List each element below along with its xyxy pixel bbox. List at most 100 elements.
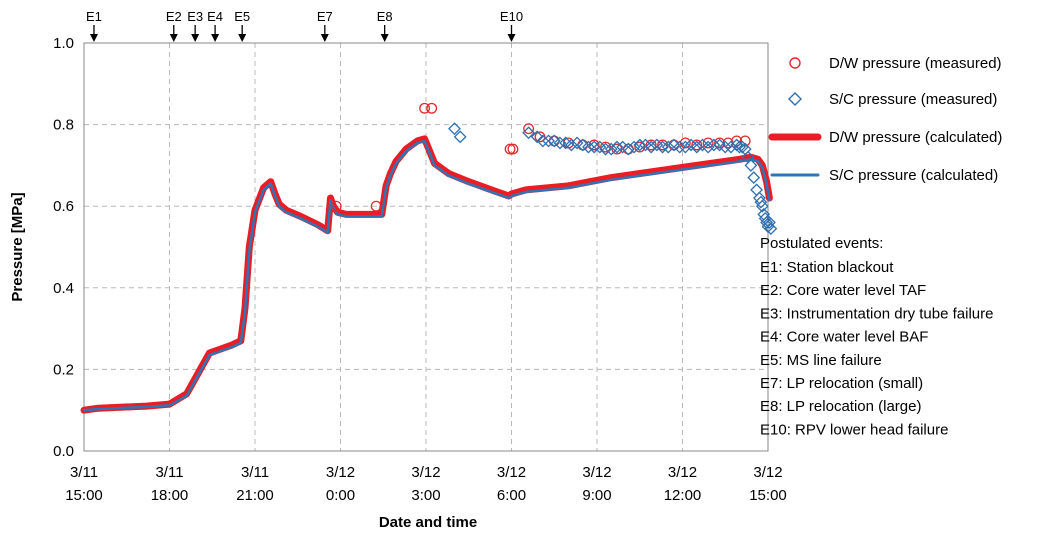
x-axis-title: Date and time xyxy=(379,514,477,531)
data-point-dw-measured xyxy=(419,102,431,114)
data-point-sc-measured xyxy=(754,195,768,209)
data-point-sc-measured xyxy=(690,140,704,154)
x-tick-label-time: 0:00 xyxy=(326,487,355,504)
calculated-series xyxy=(80,135,773,414)
data-point-dw-measured xyxy=(507,143,519,155)
data-point-dw-measured xyxy=(645,139,657,151)
y-axis-title: Pressure [MPa] xyxy=(9,192,26,301)
x-axis-ticks: 3/11 15:00 3/11 18:00 3/11 21:00 3/12 0:00 3/12 3… xyxy=(65,464,787,504)
y-tick-label: 0.6 xyxy=(53,198,74,215)
x-tick-label-time: 15:00 xyxy=(749,487,787,504)
data-point-sc-measured xyxy=(678,140,692,154)
data-point-sc-measured xyxy=(627,140,641,154)
data-point-sc-measured xyxy=(755,199,769,213)
event-marker-label: E4 xyxy=(207,9,223,24)
data-point-sc-measured xyxy=(610,140,624,154)
x-tick-label-time: 6:00 xyxy=(497,487,526,504)
event-marker-label: E7 xyxy=(317,9,333,24)
data-point-sc-measured xyxy=(661,140,675,154)
y-tick-label: 0.8 xyxy=(53,117,74,134)
x-tick-label-time: 12:00 xyxy=(664,487,702,504)
x-tick-label-time: 3:00 xyxy=(411,487,440,504)
data-point-sc-measured xyxy=(564,138,578,152)
event-marker-label: E10 xyxy=(500,9,523,24)
data-point-dw-measured xyxy=(370,200,382,212)
x-tick-label-time: 15:00 xyxy=(65,487,103,504)
x-tick-label-time: 18:00 xyxy=(151,487,189,504)
event-marker-arrow xyxy=(211,34,220,42)
data-point-dw-measured xyxy=(600,141,612,153)
data-point-dw-measured xyxy=(622,143,634,155)
x-tick-label-time: 9:00 xyxy=(582,487,611,504)
plot-frame xyxy=(83,42,769,452)
event-description: E1: Station blackout xyxy=(760,259,894,276)
event-description: E5: MS line failure xyxy=(760,352,882,369)
x-tick-label-time: 21:00 xyxy=(236,487,274,504)
data-point-dw-measured xyxy=(588,139,600,151)
y-tick-label: 0.2 xyxy=(53,361,74,378)
data-point-sc-measured xyxy=(656,140,669,154)
data-point-dw-measured xyxy=(330,200,342,212)
data-point-sc-measured xyxy=(448,122,461,136)
data-point-dw-measured xyxy=(577,139,589,151)
legend-symbol-circle xyxy=(789,57,801,69)
data-point-sc-measured xyxy=(673,140,687,154)
data-point-sc-measured xyxy=(453,130,467,144)
data-point-dw-measured xyxy=(657,139,669,151)
event-description: E8: LP relocation (large) xyxy=(760,398,921,415)
data-point-dw-measured xyxy=(634,141,646,153)
event-description: E4: Core water level BAF xyxy=(760,329,928,346)
data-point-sc-measured xyxy=(522,126,536,140)
event-marker-arrow xyxy=(238,34,247,42)
data-point-sc-measured xyxy=(553,136,567,150)
events-heading: Postulated events: xyxy=(760,235,883,252)
x-tick-label-date: 3/12 xyxy=(668,464,697,481)
y-tick-label: 0.0 xyxy=(53,443,74,460)
x-tick-label-date: 3/11 xyxy=(241,464,269,481)
data-point-dw-measured xyxy=(731,135,743,147)
x-tick-label-date: 3/11 xyxy=(155,464,183,481)
data-point-sc-measured xyxy=(542,134,555,148)
x-tick-label-date: 3/12 xyxy=(582,464,611,481)
x-tick-label-date: 3/11 xyxy=(70,464,98,481)
y-tick-label: 1.0 xyxy=(53,35,74,52)
event-marker-arrow xyxy=(169,34,178,42)
event-marker-arrow xyxy=(507,34,516,42)
legend-symbol-diamond xyxy=(788,92,802,106)
data-point-dw-measured xyxy=(702,137,714,149)
event-marker-arrow xyxy=(380,34,389,42)
data-point-sc-measured xyxy=(582,140,595,154)
legend: D/W pressure (measured) S/C pressure (mea… xyxy=(768,55,1002,184)
data-point-dw-measured xyxy=(739,135,751,147)
data-point-sc-measured xyxy=(604,142,618,156)
series-line-3 xyxy=(82,139,771,412)
data-point-sc-measured xyxy=(587,140,601,154)
data-point-sc-measured xyxy=(707,138,721,152)
legend-entry-label: S/C pressure (calculated) xyxy=(829,167,998,184)
data-point-sc-measured xyxy=(744,158,758,172)
data-point-dw-measured xyxy=(668,139,680,151)
data-point-sc-measured xyxy=(718,140,732,154)
data-point-sc-measured xyxy=(633,138,647,152)
event-markers: E1 E2 E3 E4 E5 E7 E8 E10 xyxy=(86,9,523,42)
legend-entry-label: S/C pressure (measured) xyxy=(829,91,997,108)
data-point-sc-measured xyxy=(621,142,635,156)
event-marker-arrow xyxy=(191,34,200,42)
event-marker-arrow xyxy=(89,34,98,42)
events-list: Postulated events: E1: Station blackout E2… xyxy=(760,235,993,438)
data-point-sc-measured xyxy=(724,140,738,154)
data-point-sc-measured xyxy=(763,216,776,229)
event-marker-label: E5 xyxy=(234,9,250,24)
data-point-dw-measured xyxy=(504,143,516,155)
event-description: E10: RPV lower head failure xyxy=(760,421,948,438)
data-point-sc-measured xyxy=(599,142,612,156)
x-tick-label-date: 3/12 xyxy=(753,464,782,481)
data-point-dw-measured xyxy=(679,137,691,149)
data-point-sc-measured xyxy=(747,171,761,185)
x-tick-label-date: 3/12 xyxy=(497,464,526,481)
data-point-sc-measured xyxy=(530,130,544,144)
measured-series xyxy=(330,102,778,236)
event-description: E2: Core water level TAF xyxy=(760,282,926,299)
x-tick-label-date: 3/12 xyxy=(326,464,355,481)
